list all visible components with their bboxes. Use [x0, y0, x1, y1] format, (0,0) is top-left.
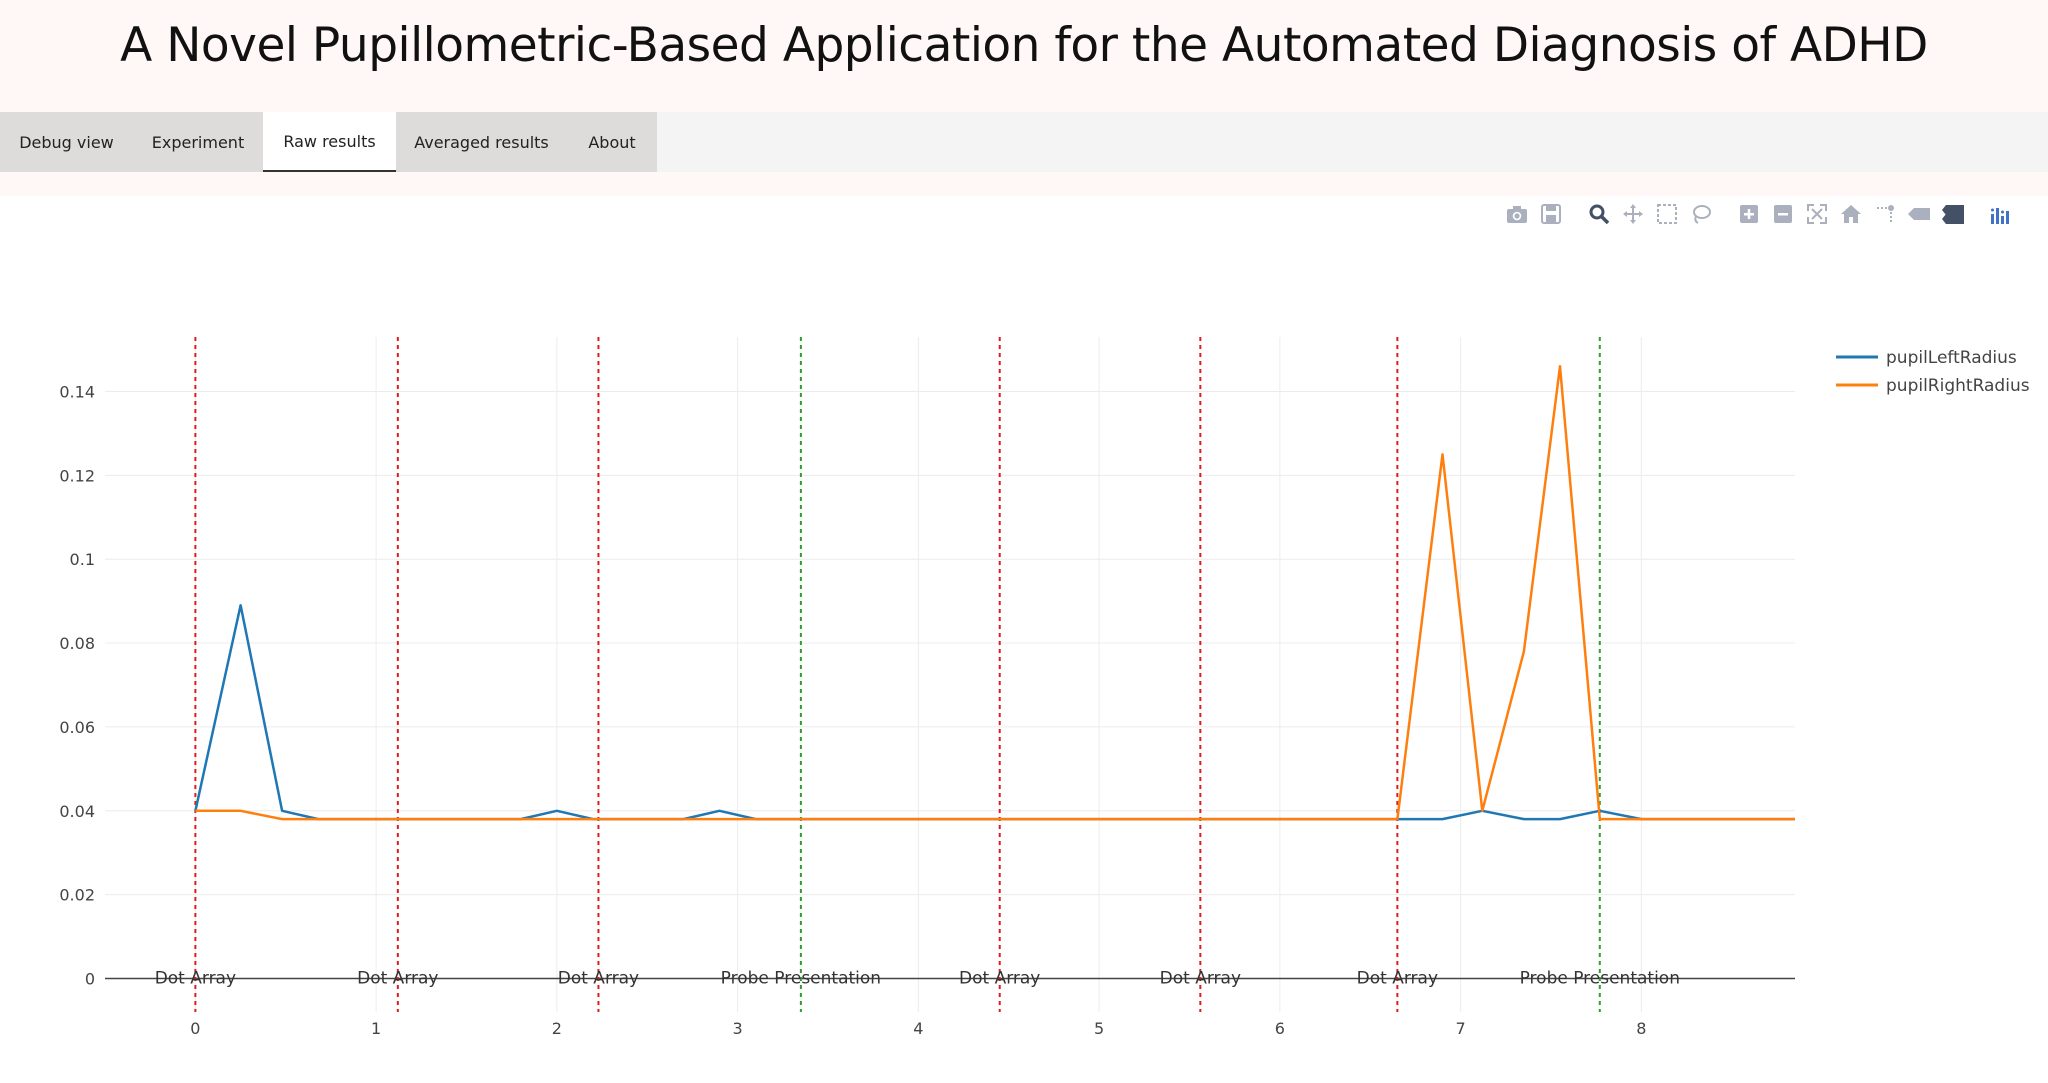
x-tick-label: 7: [1456, 1019, 1466, 1038]
legend-label-pupilLeftRadius: pupilLeftRadius: [1886, 348, 2017, 368]
page-title: A Novel Pupillometric-Based Application …: [120, 18, 1928, 73]
plotly-logo-icon[interactable]: [1984, 198, 2018, 230]
x-tick-label: 8: [1636, 1019, 1646, 1038]
content-band: [0, 172, 2048, 196]
series-line-pupilRightRadius: [195, 365, 1795, 821]
y-tick-label: 0.12: [59, 466, 95, 485]
pan-icon[interactable]: [1616, 198, 1650, 230]
event-marker-label: Dot Array: [1160, 968, 1241, 988]
y-tick-label: 0.1: [70, 550, 95, 569]
event-marker-label: Dot Array: [1357, 968, 1438, 988]
box-select-icon[interactable]: [1650, 198, 1684, 230]
event-marker-label: Probe Presentation: [1520, 968, 1680, 988]
y-tick-label: 0.08: [59, 634, 95, 653]
x-tick-label: 3: [733, 1019, 743, 1038]
series-line-pupilLeftRadius: [194, 604, 1795, 821]
x-tick-label: 1: [371, 1019, 381, 1038]
tab-experiment[interactable]: Experiment: [151, 132, 245, 152]
y-tick-label: 0.02: [59, 886, 95, 905]
x-tick-label: 2: [552, 1019, 562, 1038]
y-tick-label: 0.04: [59, 802, 95, 821]
tab-list: Debug view Experiment Raw results Averag…: [0, 112, 657, 172]
hover-closest-icon[interactable]: [1902, 198, 1936, 230]
hover-compare-icon[interactable]: [1936, 198, 1970, 230]
x-tick-label: 5: [1094, 1019, 1104, 1038]
event-marker-label: Dot Array: [357, 968, 438, 988]
raw-results-chart[interactable]: Dot Array Dot Array Dot Array Probe Present…: [0, 230, 2048, 1078]
x-tick-label: 4: [913, 1019, 923, 1038]
event-marker-label: Dot Array: [558, 968, 639, 988]
spike-lines-icon[interactable]: [1868, 198, 1902, 230]
tab-raw-results[interactable]: Raw results: [263, 112, 396, 172]
event-marker-label: Dot Array: [155, 968, 236, 988]
lasso-select-icon[interactable]: [1684, 198, 1718, 230]
y-tick-label: 0.06: [59, 718, 95, 737]
plot-modebar: [1500, 198, 2018, 230]
zoom-out-icon[interactable]: [1766, 198, 1800, 230]
modebar-spacer: [1970, 198, 1984, 230]
legend-label-pupilRightRadius: pupilRightRadius: [1886, 376, 2030, 396]
event-marker-label: Probe Presentation: [721, 968, 881, 988]
tab-about[interactable]: About: [588, 132, 636, 152]
autoscale-icon[interactable]: [1800, 198, 1834, 230]
reset-axes-icon[interactable]: [1834, 198, 1868, 230]
modebar-spacer: [1718, 198, 1732, 230]
y-tick-label: 0.14: [59, 383, 95, 402]
tab-bar: Debug view Experiment Raw results Averag…: [0, 112, 2048, 173]
save-icon[interactable]: [1534, 198, 1568, 230]
tab-debug-view[interactable]: Debug view: [19, 132, 114, 152]
zoom-icon[interactable]: [1582, 198, 1616, 230]
event-marker-label: Dot Array: [959, 968, 1040, 988]
app-header: A Novel Pupillometric-Based Application …: [0, 0, 2048, 112]
y-tick-label: 0: [85, 969, 95, 988]
camera-icon[interactable]: [1500, 198, 1534, 230]
x-tick-label: 6: [1275, 1019, 1285, 1038]
chart-svg[interactable]: Dot Array Dot Array Dot Array Probe Present…: [0, 230, 2048, 1078]
tab-averaged-results[interactable]: Averaged results: [414, 132, 549, 152]
x-tick-label: 0: [190, 1019, 200, 1038]
modebar-spacer: [1568, 198, 1582, 230]
zoom-in-icon[interactable]: [1732, 198, 1766, 230]
